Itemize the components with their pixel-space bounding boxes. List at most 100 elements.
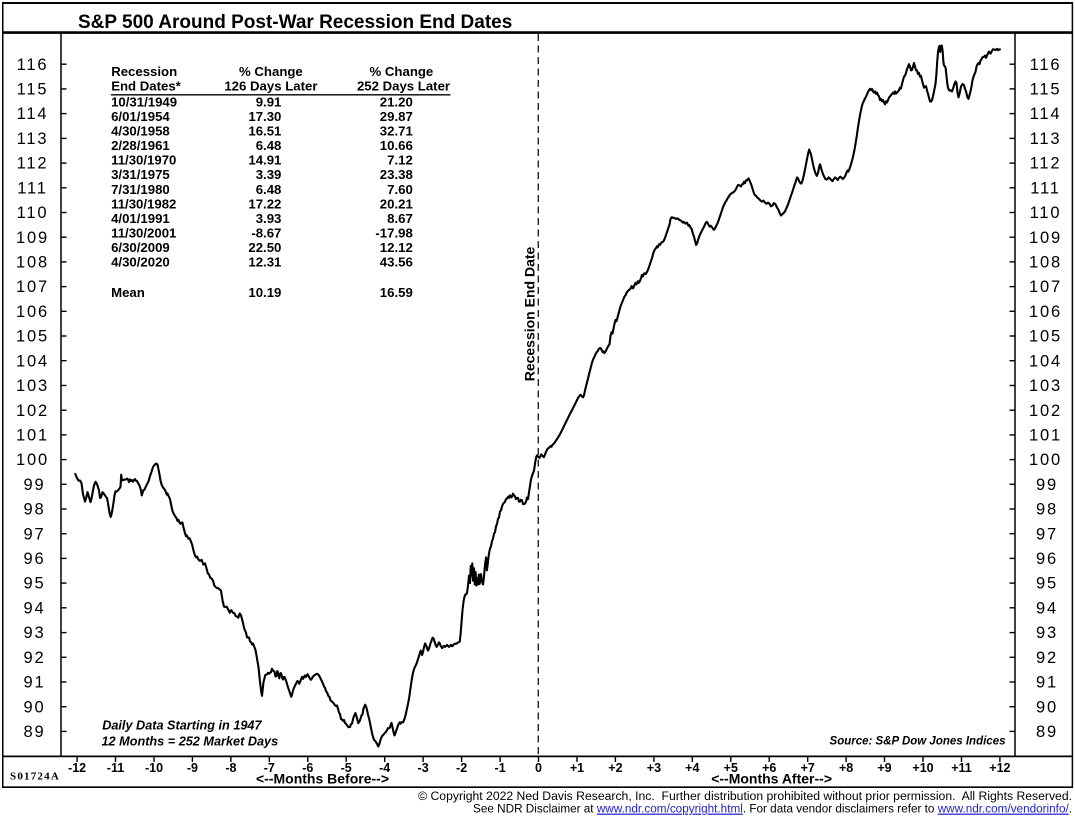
svg-text:+11: +11 [951, 761, 972, 775]
svg-text:© Copyright 2022 Ned Davis Res: © Copyright 2022 Ned Davis Research, Inc… [418, 789, 1072, 803]
svg-text:-2: -2 [456, 761, 467, 775]
svg-text:93: 93 [24, 624, 46, 642]
svg-text:11/30/1982: 11/30/1982 [111, 196, 176, 211]
svg-text:End Dates*: End Dates* [111, 79, 181, 94]
svg-text:12 Months = 252 Market Days: 12 Months = 252 Market Days [102, 734, 279, 748]
svg-text:11/30/1970: 11/30/1970 [111, 153, 176, 168]
svg-text:89: 89 [24, 723, 46, 741]
svg-text:101: 101 [16, 427, 49, 445]
svg-text:112: 112 [1030, 155, 1062, 173]
svg-text:96: 96 [24, 550, 46, 568]
svg-text:S01724A: S01724A [10, 771, 60, 783]
svg-text:90: 90 [1036, 698, 1058, 716]
svg-text:116: 116 [17, 56, 49, 74]
svg-text:+4: +4 [685, 761, 699, 775]
svg-text:100: 100 [16, 451, 49, 469]
svg-text:93: 93 [1036, 624, 1058, 642]
svg-text:95: 95 [1036, 575, 1058, 593]
svg-text:102: 102 [1029, 402, 1062, 420]
svg-text:3/31/1975: 3/31/1975 [111, 167, 170, 182]
svg-text:-8: -8 [225, 761, 236, 775]
svg-text:-9: -9 [187, 761, 198, 775]
svg-text:Daily Data Starting in 1947: Daily Data Starting in 1947 [102, 719, 262, 733]
svg-text:6/01/1954: 6/01/1954 [111, 109, 170, 124]
svg-text:2/28/1961: 2/28/1961 [111, 138, 170, 153]
svg-text:91: 91 [1036, 674, 1058, 692]
svg-text:16.51: 16.51 [248, 124, 281, 139]
svg-text:90: 90 [24, 698, 46, 716]
svg-text:110: 110 [17, 204, 49, 222]
svg-text:6/30/2009: 6/30/2009 [111, 240, 170, 255]
svg-text:94: 94 [1036, 599, 1058, 617]
svg-text:106: 106 [16, 303, 49, 321]
svg-text:7.60: 7.60 [387, 182, 413, 197]
svg-text:14.91: 14.91 [248, 153, 281, 168]
svg-text:109: 109 [1029, 229, 1062, 247]
svg-text:7.12: 7.12 [387, 153, 413, 168]
svg-text:<--Months Before-->: <--Months Before--> [256, 770, 389, 786]
svg-text:103: 103 [1029, 377, 1062, 395]
svg-text:-7: -7 [264, 761, 275, 775]
svg-text:115: 115 [1030, 81, 1062, 99]
svg-text:103: 103 [16, 377, 49, 395]
svg-text:-8.67: -8.67 [251, 226, 281, 241]
svg-text:97: 97 [1036, 525, 1058, 543]
svg-text:+6: +6 [762, 761, 776, 775]
svg-text:22.50: 22.50 [248, 240, 281, 255]
svg-text:4/30/2020: 4/30/2020 [111, 255, 170, 270]
svg-text:Recession End Date: Recession End Date [522, 246, 538, 381]
svg-text:Mean: Mean [111, 285, 145, 300]
svg-text:252 Days Later: 252 Days Later [357, 79, 450, 94]
svg-text:92: 92 [1036, 649, 1058, 667]
svg-text:+2: +2 [608, 761, 622, 775]
svg-text:9.91: 9.91 [256, 94, 282, 109]
svg-text:-4: -4 [379, 761, 390, 775]
svg-text:112: 112 [17, 155, 49, 173]
svg-text:7/31/1980: 7/31/1980 [111, 182, 170, 197]
svg-text:102: 102 [16, 402, 49, 420]
svg-text:20.21: 20.21 [380, 196, 413, 211]
svg-text:4/30/1958: 4/30/1958 [111, 124, 170, 139]
svg-text:29.87: 29.87 [380, 109, 413, 124]
svg-text:-17.98: -17.98 [375, 226, 412, 241]
svg-text:-1: -1 [495, 761, 506, 775]
svg-text:-10: -10 [145, 761, 163, 775]
svg-text:23.38: 23.38 [380, 167, 413, 182]
svg-text:+3: +3 [647, 761, 661, 775]
svg-text:110: 110 [1030, 204, 1062, 222]
svg-text:4/01/1991: 4/01/1991 [111, 211, 170, 226]
svg-text:16.59: 16.59 [380, 285, 413, 300]
svg-text:115: 115 [17, 81, 49, 99]
svg-text:104: 104 [16, 352, 49, 370]
svg-text:-11: -11 [107, 761, 124, 775]
svg-text:96: 96 [1036, 550, 1058, 568]
svg-text:113: 113 [1030, 130, 1062, 148]
svg-text:Source: S&P Dow Jones Indices: Source: S&P Dow Jones Indices [830, 736, 1006, 748]
svg-text:See NDR Disclaimer at www.ndr.: See NDR Disclaimer at www.ndr.com/copyri… [473, 802, 1072, 816]
svg-text:S&P 500 Around Post-War Recess: S&P 500 Around Post-War Recession End Da… [78, 12, 512, 33]
svg-text:+7: +7 [801, 761, 815, 775]
svg-text:<--Months After-->: <--Months After--> [711, 770, 832, 786]
svg-text:10.66: 10.66 [380, 138, 413, 153]
svg-text:98: 98 [1036, 501, 1058, 519]
svg-text:91: 91 [24, 674, 46, 692]
svg-text:99: 99 [1036, 476, 1058, 494]
svg-text:11/30/2001: 11/30/2001 [111, 226, 176, 241]
svg-text:-3: -3 [418, 761, 429, 775]
svg-text:8.67: 8.67 [387, 211, 413, 226]
svg-text:113: 113 [17, 130, 49, 148]
svg-text:-6: -6 [302, 761, 313, 775]
svg-text:98: 98 [24, 501, 46, 519]
svg-text:12.12: 12.12 [380, 240, 413, 255]
svg-text:32.71: 32.71 [380, 124, 413, 139]
svg-text:+5: +5 [724, 761, 738, 775]
svg-text:3.93: 3.93 [256, 211, 282, 226]
svg-text:17.30: 17.30 [248, 109, 281, 124]
svg-text:10/31/1949: 10/31/1949 [111, 94, 177, 109]
svg-text:3.39: 3.39 [256, 167, 282, 182]
svg-text:Recession: Recession [111, 64, 177, 79]
svg-text:99: 99 [24, 476, 46, 494]
svg-text:101: 101 [1029, 427, 1062, 445]
svg-text:94: 94 [24, 599, 46, 617]
svg-text:105: 105 [1029, 328, 1062, 346]
